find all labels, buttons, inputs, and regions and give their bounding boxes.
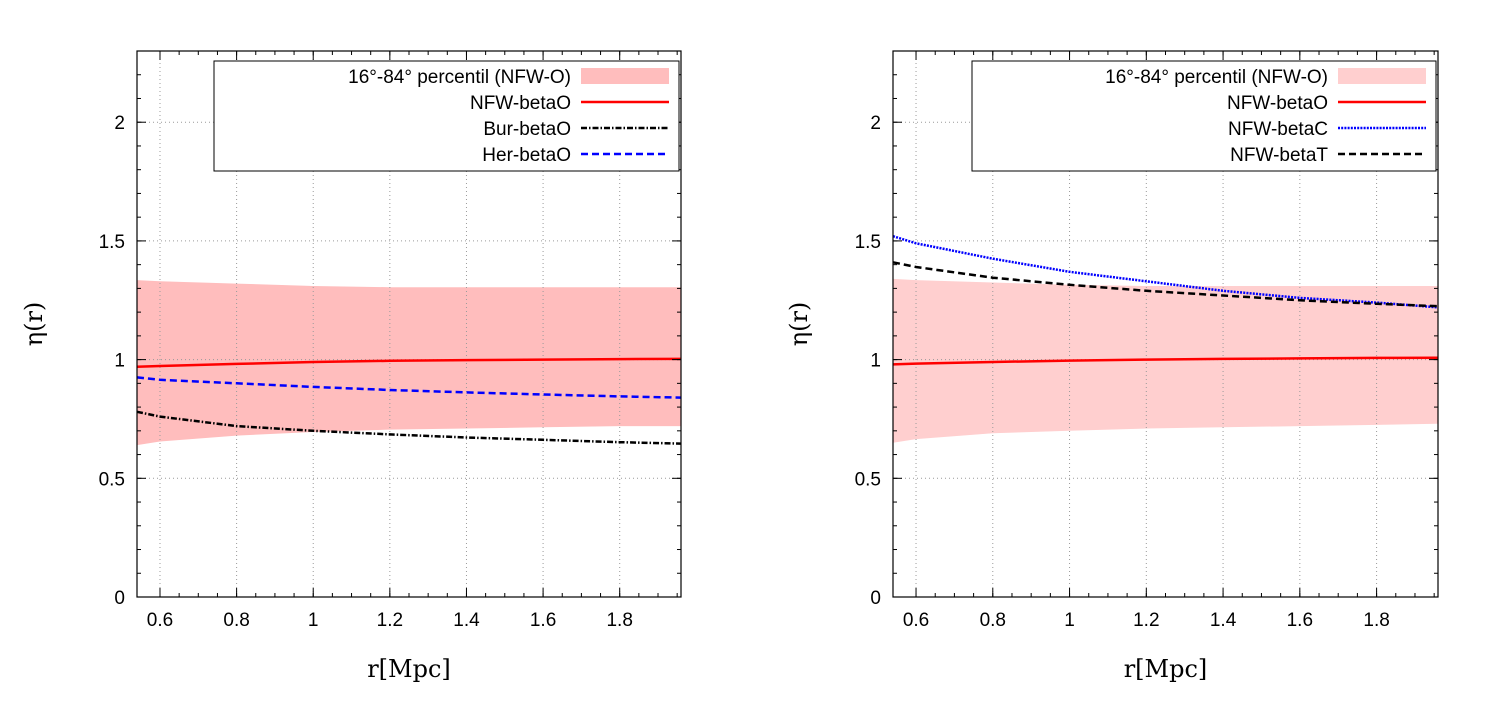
legend: 16°-84° percentil (NFW-O) NFW-betaO Bur-be… <box>213 60 680 172</box>
y-tick-label: 1.5 <box>855 232 881 253</box>
legend-label: 16°-84° percentil (NFW-O) <box>1105 67 1328 88</box>
plot-frame <box>136 50 682 598</box>
y-tick-label: 0.5 <box>855 469 881 490</box>
y-tick-label: 0 <box>870 588 881 609</box>
legend-label: 16°-84° percentil (NFW-O) <box>348 67 571 88</box>
x-tick-label: 1.8 <box>1363 610 1389 631</box>
right-panel: 0.6 0.8 1 1.2 1.4 1.6 1.8 0 0.5 1 1.5 2 r[Mpc] η(r) 16… <box>785 50 1439 683</box>
legend-swatch-band <box>1338 68 1426 84</box>
y-tick-label: 1.5 <box>99 232 125 253</box>
series-line-NFW-betaO <box>892 356 1439 366</box>
y-tick-label: 0.5 <box>99 469 125 490</box>
percentile-band <box>137 280 681 446</box>
series-line-NFW-betaC <box>892 235 1439 309</box>
series-line-Her-betaO <box>136 376 682 399</box>
x-tick-label: 1.2 <box>377 610 403 631</box>
x-tick-label: 1.4 <box>453 610 480 631</box>
left-panel: 0.6 0.8 1 1.2 1.4 1.6 1.8 0 0.5 1 1.5 2 r[Mpc] η(r) 16… <box>20 50 682 683</box>
x-tick-label: 0.6 <box>903 610 929 631</box>
legend-label: NFW-betaO <box>1227 93 1328 114</box>
legend-label: NFW-betaO <box>470 93 571 114</box>
x-tick-label: 0.8 <box>223 610 249 631</box>
legend-label: Bur-betaO <box>483 119 571 140</box>
plot-frame <box>892 50 1439 598</box>
y-axis-label: η(r) <box>785 302 813 347</box>
x-tick-label: 1.6 <box>530 610 556 631</box>
legend-label: NFW-betaT <box>1230 145 1328 166</box>
y-axis-label: η(r) <box>20 302 48 347</box>
series-line-NFW-betaT <box>892 261 1439 308</box>
x-tick-label: 1.2 <box>1133 610 1159 631</box>
x-tick-label: 1.4 <box>1210 610 1237 631</box>
x-axis-label: r[Mpc] <box>367 655 451 683</box>
x-axis-label: r[Mpc] <box>1124 655 1208 683</box>
legend-swatch-band <box>581 68 669 84</box>
y-tick-label: 2 <box>870 113 881 134</box>
legend-label: Her-betaO <box>482 145 571 166</box>
series-line-Bur-betaO <box>136 410 682 445</box>
x-tick-label: 1.6 <box>1287 610 1313 631</box>
x-tick-label: 0.6 <box>147 610 173 631</box>
x-tick-label: 1 <box>1064 610 1075 631</box>
y-tick-label: 1 <box>870 351 881 372</box>
y-tick-label: 1 <box>114 351 125 372</box>
x-tick-label: 1.8 <box>606 610 632 631</box>
legend: 16°-84° percentil (NFW-O) NFW-betaO NFW-be… <box>971 60 1437 172</box>
legend-label: NFW-betaC <box>1228 119 1328 140</box>
series-line-NFW-betaO <box>136 357 682 368</box>
y-tick-label: 2 <box>114 113 125 134</box>
x-tick-label: 1 <box>308 610 319 631</box>
x-tick-label: 0.8 <box>980 610 1006 631</box>
y-tick-label: 0 <box>114 588 125 609</box>
percentile-band <box>893 278 1438 443</box>
